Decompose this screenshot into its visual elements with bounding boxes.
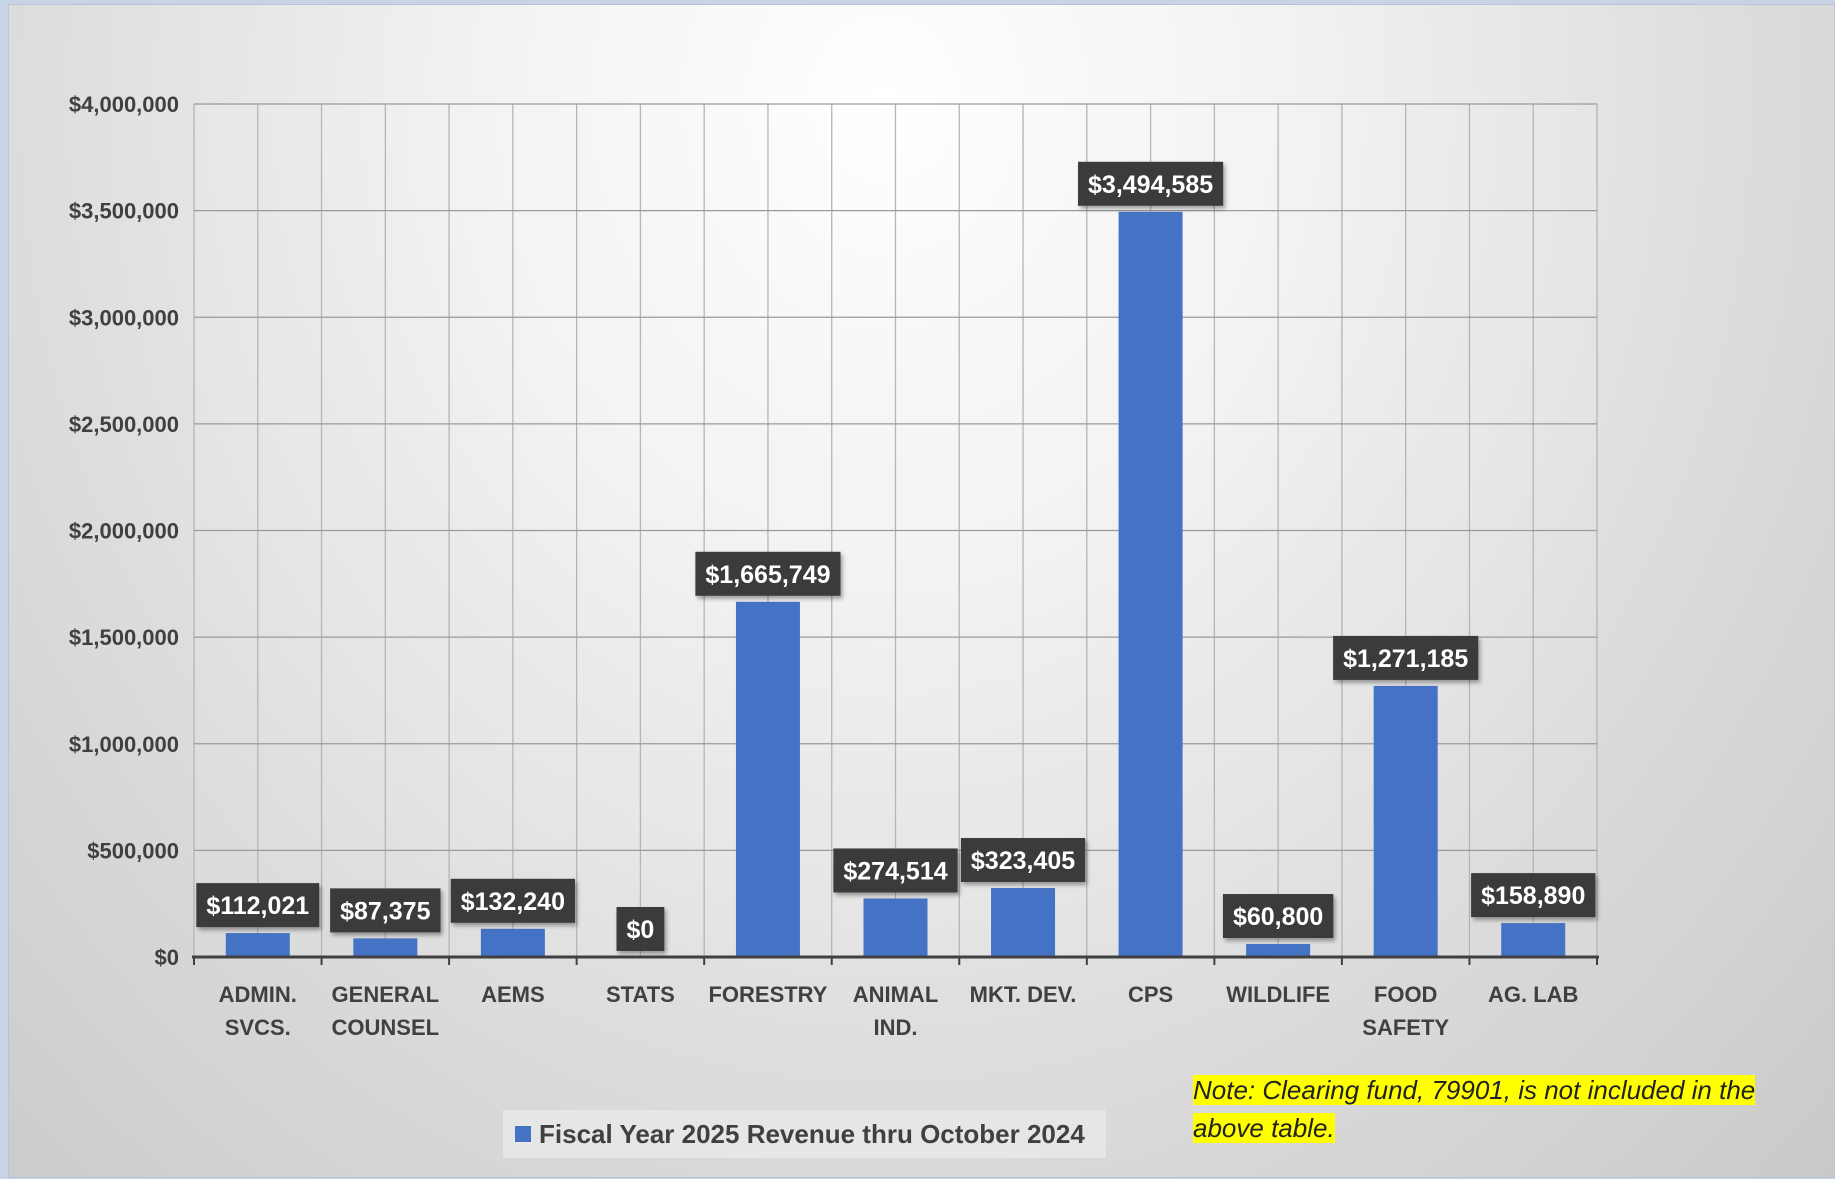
y-axis-labels: $0 $500,000 $1,000,000 $1,500,000 $2,000,000… (69, 92, 179, 970)
bar (1501, 923, 1566, 957)
data-label-box (1222, 894, 1334, 939)
data-label-box (1078, 161, 1224, 206)
x-tick-label: WILDLIFE (1226, 982, 1330, 1007)
y-tick-label: $1,500,000 (69, 625, 179, 650)
data-label-box (196, 883, 320, 928)
data-label-box (960, 838, 1086, 883)
x-tick-label: COUNSEL (332, 1015, 440, 1040)
x-tick-label: ANIMAL (853, 982, 939, 1007)
x-tick-label: GENERAL (332, 982, 440, 1007)
data-label-text: $60,800 (1233, 903, 1323, 931)
data-label-text: $158,890 (1481, 882, 1585, 910)
data-label-text: $132,240 (461, 888, 565, 916)
bar (863, 898, 928, 957)
data-label: $112,021 (196, 883, 320, 928)
bar (735, 601, 800, 957)
x-tick-label: AEMS (481, 982, 545, 1007)
data-label-box (1333, 635, 1479, 680)
y-tick-label: $2,500,000 (69, 412, 179, 437)
x-axis-ticks (193, 957, 1598, 965)
y-tick-label: $3,500,000 (69, 199, 179, 224)
data-label: $1,271,185 (1333, 635, 1479, 680)
y-tick-label: $1,000,000 (69, 732, 179, 757)
x-tick-label: FORESTRY (708, 982, 827, 1007)
data-labels: $112,021 $87,375 $132,240 $0 $1,665,749 $274,… (196, 161, 1596, 951)
data-label-text: $274,514 (843, 857, 947, 885)
data-label-text: $112,021 (206, 892, 309, 920)
bar-chart: $0 $500,000 $1,000,000 $1,500,000 $2,000,000… (69, 92, 1599, 1040)
data-label: $3,494,585 (1078, 161, 1224, 206)
bar (225, 933, 290, 957)
data-label-box (616, 907, 665, 951)
bar (480, 928, 545, 957)
data-label-text: $0 (627, 916, 655, 944)
footnote: Note: Clearing fund, 79901, is not inclu… (1193, 1071, 1763, 1147)
bar (1373, 685, 1438, 957)
data-label: $60,800 (1222, 894, 1334, 939)
x-tick-label: ADMIN. (219, 982, 297, 1007)
x-tick-label: FOOD (1374, 982, 1438, 1007)
data-label: $132,240 (450, 878, 576, 923)
data-label-text: $1,665,749 (705, 561, 830, 589)
x-tick-label: CPS (1128, 982, 1173, 1007)
data-label-text: $3,494,585 (1088, 171, 1213, 199)
data-label: $323,405 (960, 838, 1086, 883)
bar (353, 938, 418, 957)
chart-frame: $0 $500,000 $1,000,000 $1,500,000 $2,000,000… (8, 4, 1835, 1178)
bars (225, 211, 1566, 957)
bar (1246, 944, 1311, 957)
data-label-box (695, 551, 841, 596)
data-label: $1,665,749 (695, 551, 841, 596)
data-label-text: $1,271,185 (1343, 645, 1468, 673)
data-label-text: $323,405 (971, 847, 1075, 875)
data-label: $274,514 (833, 848, 958, 893)
x-tick-label: SVCS. (225, 1015, 291, 1040)
data-label-text: $87,375 (340, 897, 430, 925)
y-tick-label: $500,000 (87, 838, 179, 863)
y-tick-label: $0 (155, 945, 179, 970)
bar (991, 888, 1056, 957)
y-tick-label: $4,000,000 (69, 92, 179, 117)
x-tick-label: AG. LAB (1488, 982, 1578, 1007)
y-tick-label: $3,000,000 (69, 305, 179, 330)
x-axis-labels: ADMIN. SVCS. GENERAL COUNSEL AEMS STATS FOREST… (219, 982, 1579, 1040)
legend-swatch (515, 1126, 531, 1142)
data-label-box (1471, 873, 1596, 918)
x-tick-label: STATS (606, 982, 675, 1007)
data-label: $0 (616, 907, 665, 951)
y-tick-label: $2,000,000 (69, 519, 179, 544)
data-label-box (450, 878, 576, 923)
x-tick-label: MKT. DEV. (970, 982, 1077, 1007)
footnote-text: Note: Clearing fund, 79901, is not inclu… (1193, 1075, 1756, 1143)
x-tick-label: SAFETY (1362, 1015, 1449, 1040)
data-label: $158,890 (1471, 873, 1596, 918)
legend-label: Fiscal Year 2025 Revenue thru October 20… (539, 1118, 1085, 1149)
data-label-box (330, 888, 441, 933)
x-tick-label: IND. (874, 1015, 918, 1040)
data-label: $87,375 (330, 888, 441, 933)
legend: Fiscal Year 2025 Revenue thru October 20… (503, 1110, 1106, 1158)
data-label-box (833, 848, 958, 893)
bar (1118, 211, 1183, 957)
